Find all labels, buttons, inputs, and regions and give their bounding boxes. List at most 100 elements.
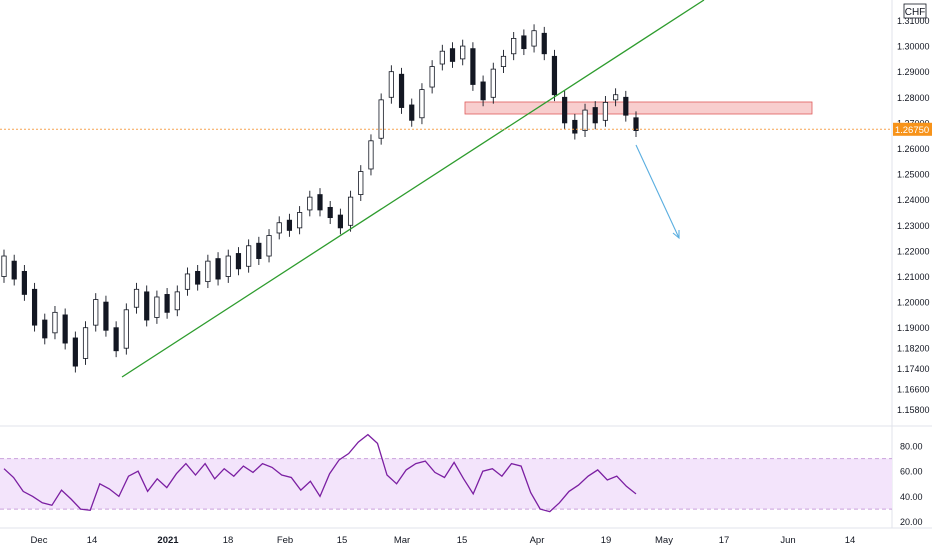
candle-body <box>327 206 333 219</box>
candle <box>225 249 231 283</box>
currency-badge[interactable]: CHF <box>905 7 926 18</box>
candle <box>358 165 364 201</box>
candle-body <box>52 311 58 334</box>
candle-body <box>521 35 527 50</box>
candle <box>480 75 486 107</box>
candle <box>286 213 293 237</box>
currency-badge-box <box>903 3 927 19</box>
candle <box>184 267 191 296</box>
candle <box>11 254 17 286</box>
candle-body <box>562 96 568 124</box>
candle <box>582 103 588 137</box>
price-tick-label: 1.28000 <box>897 93 930 103</box>
rsi-axis[interactable]: 80.00 60.00 40.00 20.00 <box>900 441 923 527</box>
candle-body <box>225 255 231 277</box>
candle-body <box>144 291 150 321</box>
candle-body <box>297 212 303 229</box>
candle-body <box>256 242 262 259</box>
candle-body <box>123 309 129 349</box>
candle <box>215 252 221 286</box>
price-tick-label: 1.26000 <box>897 144 930 154</box>
price-tick-label: 1.21000 <box>897 272 930 282</box>
time-tick-label: Feb <box>277 535 293 546</box>
candle <box>439 44 445 71</box>
candle-body <box>398 73 405 108</box>
candle-body <box>449 48 456 62</box>
candle <box>144 285 150 327</box>
price-tick-label: 1.31000 <box>897 16 930 26</box>
candle <box>205 254 211 289</box>
price-tick-label: 1.17400 <box>897 364 930 374</box>
candle <box>500 49 507 73</box>
candle <box>164 288 170 319</box>
ascending-trendline[interactable] <box>121 0 705 378</box>
candle-body <box>429 66 435 88</box>
candle <box>52 305 58 340</box>
candle <box>521 29 527 56</box>
candle <box>72 331 78 373</box>
price-tick-label: 1.22000 <box>897 246 930 256</box>
candle <box>398 67 405 114</box>
candle-body <box>388 71 394 98</box>
candle-body <box>42 319 48 339</box>
candle <box>82 321 89 365</box>
candle <box>460 39 466 66</box>
candle-body <box>490 68 496 98</box>
candle-body <box>480 81 486 101</box>
candle-body <box>93 299 99 326</box>
candle <box>541 26 547 61</box>
candles-group <box>1 24 639 373</box>
candle-body <box>174 291 180 311</box>
candle <box>602 96 609 127</box>
candle <box>21 264 27 301</box>
candle <box>368 134 374 176</box>
candle-body <box>235 253 242 270</box>
candle-body <box>358 171 364 195</box>
time-tick-label: 14 <box>87 535 98 546</box>
resistance-zone[interactable] <box>464 101 813 115</box>
price-tick-label: 1.30000 <box>897 42 930 52</box>
time-tick-label: 17 <box>719 535 730 546</box>
candle <box>256 236 262 265</box>
price-axis[interactable]: 1.310001.300001.290001.280001.270001.260… <box>897 16 930 415</box>
candle-body <box>592 107 598 124</box>
rsi-band <box>0 458 892 510</box>
candle-body <box>195 270 201 285</box>
candle-body <box>72 337 78 367</box>
price-tick-label: 1.18200 <box>897 344 930 354</box>
candle-body <box>21 270 27 295</box>
candle <box>551 49 558 102</box>
candle <box>276 216 282 240</box>
time-tick-label: 15 <box>337 535 348 546</box>
time-tick-label: 14 <box>845 535 856 546</box>
candle-body <box>460 45 466 60</box>
candle <box>103 295 109 337</box>
candle <box>572 113 578 140</box>
candle-body <box>31 288 38 326</box>
candle <box>266 229 272 263</box>
candle-body <box>419 89 425 119</box>
candle <box>347 190 354 232</box>
rsi-line <box>3 433 637 513</box>
candle-body <box>286 219 293 231</box>
time-tick-label: May <box>655 535 673 546</box>
candle <box>297 206 303 235</box>
time-axis[interactable]: Dec 14 2021 18 Feb 15 Mar 15 Apr 19 May 17 Jun 14 <box>31 535 856 546</box>
candle-body <box>613 94 619 101</box>
candle-body <box>541 32 547 55</box>
candle-body <box>602 102 609 121</box>
candle-body <box>551 55 558 96</box>
current-price-tag <box>893 122 932 136</box>
candle <box>62 308 68 350</box>
price-pane[interactable] <box>0 0 892 425</box>
candle <box>470 42 476 91</box>
candle <box>93 293 99 332</box>
projection-arrow[interactable] <box>635 144 680 239</box>
price-tick-label: 1.29000 <box>897 67 930 77</box>
candle-body <box>246 245 252 267</box>
candle <box>511 32 517 61</box>
candle-body <box>317 194 323 211</box>
candle-body <box>133 288 140 308</box>
price-tick-label: 1.23000 <box>897 221 930 231</box>
